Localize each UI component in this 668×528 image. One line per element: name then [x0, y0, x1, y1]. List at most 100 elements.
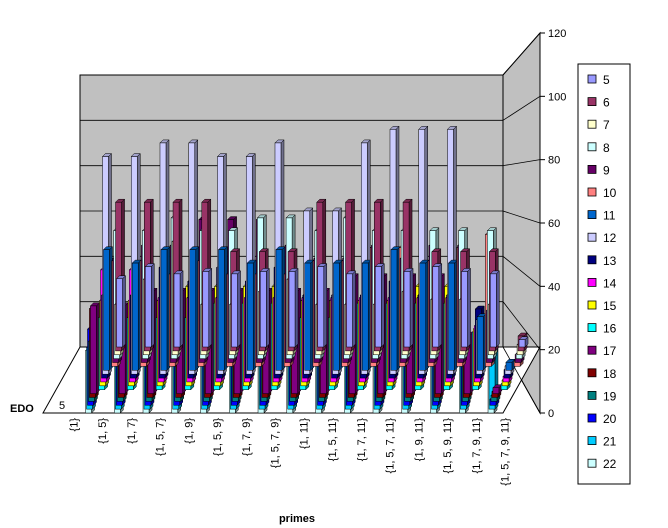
x-tick-label-9: {1, 5, 11} — [327, 418, 339, 462]
bar-s11-c11 — [390, 246, 401, 371]
x-tick-label-6: {1, 7, 9} — [241, 418, 253, 456]
legend-label-22: 22 — [603, 457, 617, 471]
bar-s5-c1 — [115, 275, 127, 348]
legend-label-20: 20 — [603, 412, 617, 426]
bar-s5-c6 — [259, 267, 270, 348]
bar-s5-c8 — [317, 262, 328, 348]
bar-s11-c1 — [102, 246, 114, 371]
legend-swatch-17 — [587, 345, 597, 355]
x-tick-label-15: {1, 5, 7, 9, 11} — [500, 418, 512, 486]
x-axis-title: primes — [279, 513, 315, 525]
x-tick-label-10: {1, 7, 11} — [356, 418, 368, 462]
bar-s11-c3 — [160, 246, 171, 371]
legend-label-21: 21 — [603, 435, 617, 449]
x-tick-label-14: {1, 7, 9, 11} — [471, 418, 483, 474]
x-tick-label-7: {1, 5, 7, 9} — [270, 418, 282, 468]
legend-swatch-13 — [587, 255, 597, 265]
legend-label-8: 8 — [603, 141, 610, 155]
x-tick-label-11: {1, 5, 7, 11} — [385, 418, 397, 474]
bar-s11-c10 — [361, 259, 372, 371]
bar-group — [84, 125, 529, 414]
bar-s11-c14 — [476, 313, 487, 371]
legend-swatch-21 — [587, 436, 597, 446]
legend-label-15: 15 — [603, 299, 617, 313]
bar-s5-c14 — [489, 270, 500, 348]
bar-s11-c6 — [246, 259, 257, 371]
bar-s5-c15 — [518, 336, 529, 348]
bar-s11-c5 — [217, 246, 229, 371]
y-tick-label-5: 100 — [548, 91, 566, 103]
bar-s11-c15 — [505, 358, 516, 371]
legend-swatch-6 — [587, 97, 597, 106]
legend-label-7: 7 — [603, 118, 610, 132]
legend-swatch-5 — [587, 74, 597, 84]
legend-label-16: 16 — [603, 322, 617, 336]
legend-swatch-11 — [587, 210, 597, 220]
bar-s5-c5 — [230, 270, 242, 348]
legend-swatch-16 — [587, 323, 597, 333]
legend-swatch-12 — [587, 232, 597, 242]
y-tick-label-0: 0 — [548, 408, 554, 420]
bar-s5-c3 — [173, 270, 184, 348]
legend-swatch-20 — [587, 413, 597, 423]
legend-swatch-15 — [587, 300, 597, 310]
bar-s5-c7 — [288, 267, 299, 348]
legend-swatch-14 — [587, 277, 597, 287]
x-tick-label-13: {1, 5, 9, 11} — [442, 418, 454, 474]
x-tick-label-12: {1, 9, 11} — [413, 418, 425, 462]
x-tick-label-4: {1, 9} — [183, 418, 195, 444]
legend-label-11: 11 — [603, 209, 616, 223]
legend-swatch-8 — [587, 142, 597, 152]
legend-box — [577, 63, 631, 485]
gridline-side-3 — [502, 210, 541, 224]
bar-s5-c9 — [345, 270, 357, 348]
bar-s5-c12 — [432, 262, 443, 348]
bar-s11-c2 — [131, 259, 142, 371]
bar-s11-c8 — [304, 259, 315, 371]
bar-s17-c15 — [492, 384, 503, 395]
gridline-side-5 — [502, 95, 541, 121]
bar-s11-c12 — [419, 259, 430, 371]
legend-swatch-10 — [587, 187, 597, 197]
x-tick-label-8: {1, 11} — [298, 418, 310, 449]
x-tick-label-0: {1} — [68, 418, 80, 432]
gridline-side-1 — [502, 301, 541, 350]
x-tick-label-5: {1, 5, 9} — [212, 418, 224, 456]
bar-s5-c4 — [202, 267, 213, 348]
legend-swatch-18 — [587, 368, 597, 378]
bar-s5-c2 — [144, 262, 155, 348]
y-tick-label-1: 20 — [548, 345, 560, 357]
bar-s11-c13 — [447, 259, 459, 371]
gridline-side-2 — [502, 256, 541, 287]
y-tick-label-2: 40 — [548, 281, 560, 293]
x-tick-label-2: {1, 7} — [126, 418, 138, 444]
legend-swatch-19 — [587, 390, 597, 400]
x-tick-label-1: {1, 5} — [97, 418, 109, 444]
z-axis-title: EDO — [10, 403, 34, 415]
gridline-side-4 — [502, 159, 541, 167]
legend-label-17: 17 — [603, 344, 617, 358]
legend: 5 6 7 8 9 10 11 12 13 14 15 16 17 18 19 20 21 22 — [577, 63, 631, 485]
legend-label-12: 12 — [603, 231, 617, 245]
y-tick-label-4: 80 — [548, 155, 560, 167]
legend-label-13: 13 — [603, 254, 617, 268]
legend-label-6: 6 — [603, 96, 610, 110]
bar-s11-c4 — [189, 246, 200, 371]
legend-swatch-9 — [587, 164, 597, 174]
legend-label-9: 9 — [603, 163, 610, 177]
z-axis-tick: 5 — [59, 400, 65, 412]
legend-swatch-7 — [587, 119, 597, 129]
bar-s11-c7 — [275, 246, 286, 371]
y-tick-label-6: 120 — [548, 28, 566, 40]
y-tick-label-3: 60 — [548, 218, 560, 230]
y-axis-ticks: 0 20 40 60 80 100 120 — [540, 28, 566, 420]
bar-s5-c10 — [374, 262, 385, 348]
gridline-side-0 — [502, 346, 541, 414]
legend-label-18: 18 — [603, 367, 617, 381]
bar-s5-c13 — [460, 267, 472, 348]
legend-label-19: 19 — [603, 389, 617, 403]
legend-label-14: 14 — [603, 276, 617, 290]
gridline-side-6 — [502, 32, 541, 76]
legend-label-5: 5 — [603, 73, 610, 87]
